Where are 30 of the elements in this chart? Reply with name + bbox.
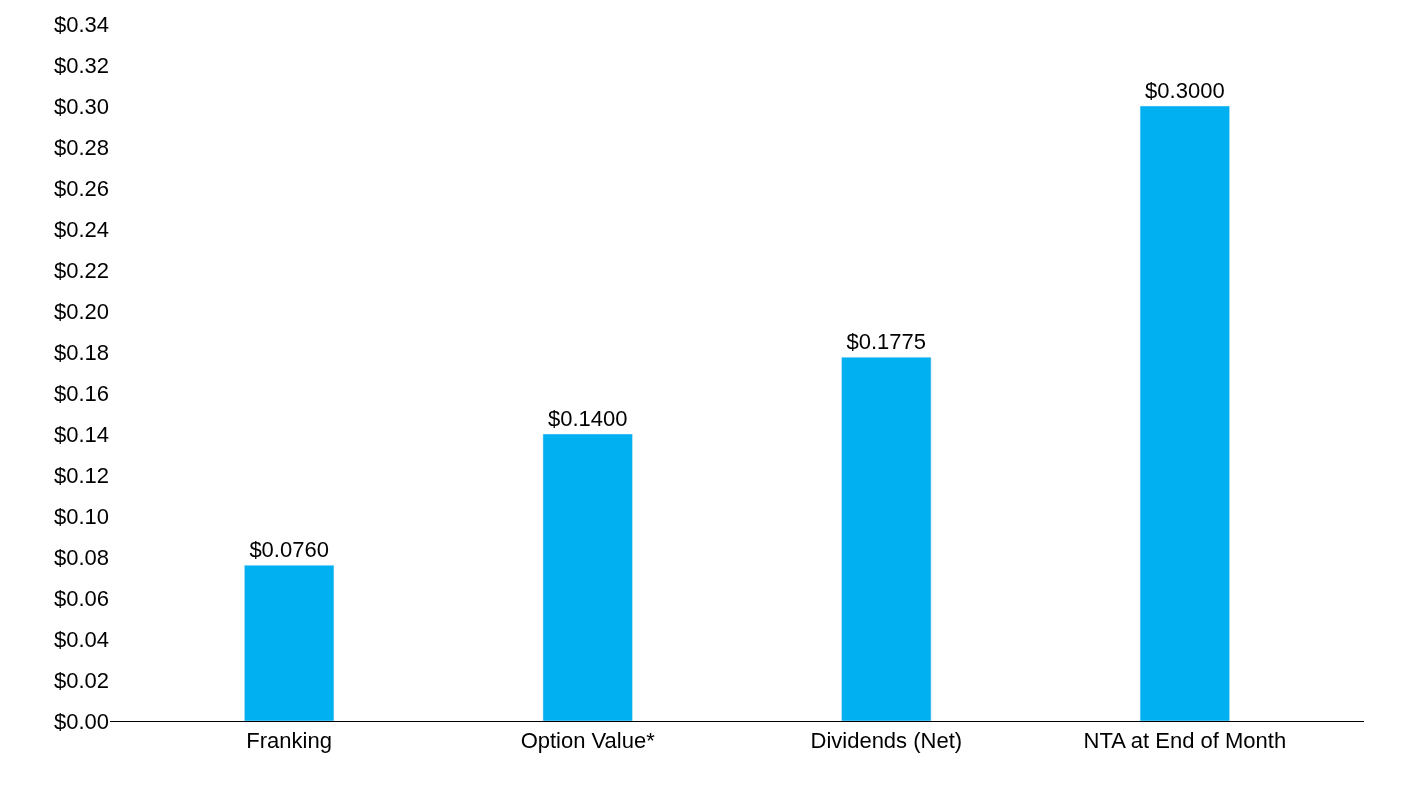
x-tick-label: NTA at End of Month	[1083, 728, 1287, 754]
y-tick-label: $0.34	[53, 11, 109, 37]
bar	[244, 564, 335, 721]
y-tick-label: $0.02	[53, 667, 109, 693]
y-tick-label: $0.10	[53, 503, 109, 529]
y-tick-label: $0.24	[53, 216, 109, 242]
data-label: $0.3000	[1145, 78, 1225, 103]
y-tick-label: $0.06	[53, 585, 109, 611]
x-tick-label: Franking	[246, 728, 332, 754]
data-label: $0.1775	[846, 329, 927, 355]
y-tick-label: $0.18	[53, 339, 109, 365]
y-tick-label: $0.08	[53, 544, 109, 570]
y-tick-label: $0.14	[53, 421, 109, 447]
y-tick-label: $0.32	[53, 52, 109, 78]
x-tick-label: Option Value*	[520, 728, 656, 754]
y-tick-label: $0.12	[53, 462, 109, 488]
data-label: $0.0760	[249, 537, 329, 563]
y-tick-label: $0.26	[53, 175, 109, 201]
y-tick-label: $0.16	[53, 380, 109, 406]
bar	[542, 433, 633, 721]
y-tick-label: $0.04	[53, 626, 109, 652]
y-tick-label: $0.30	[53, 93, 109, 119]
y-tick-label: $0.28	[53, 134, 109, 160]
y-tick-label: $0.20	[53, 298, 109, 324]
x-tick-label: Dividends (Net)	[810, 728, 963, 754]
y-tick-label: $0.00	[53, 708, 109, 734]
data-label: $0.1400	[547, 406, 628, 431]
bar	[841, 356, 932, 721]
bar	[1139, 105, 1230, 721]
y-tick-label: $0.22	[53, 257, 109, 283]
